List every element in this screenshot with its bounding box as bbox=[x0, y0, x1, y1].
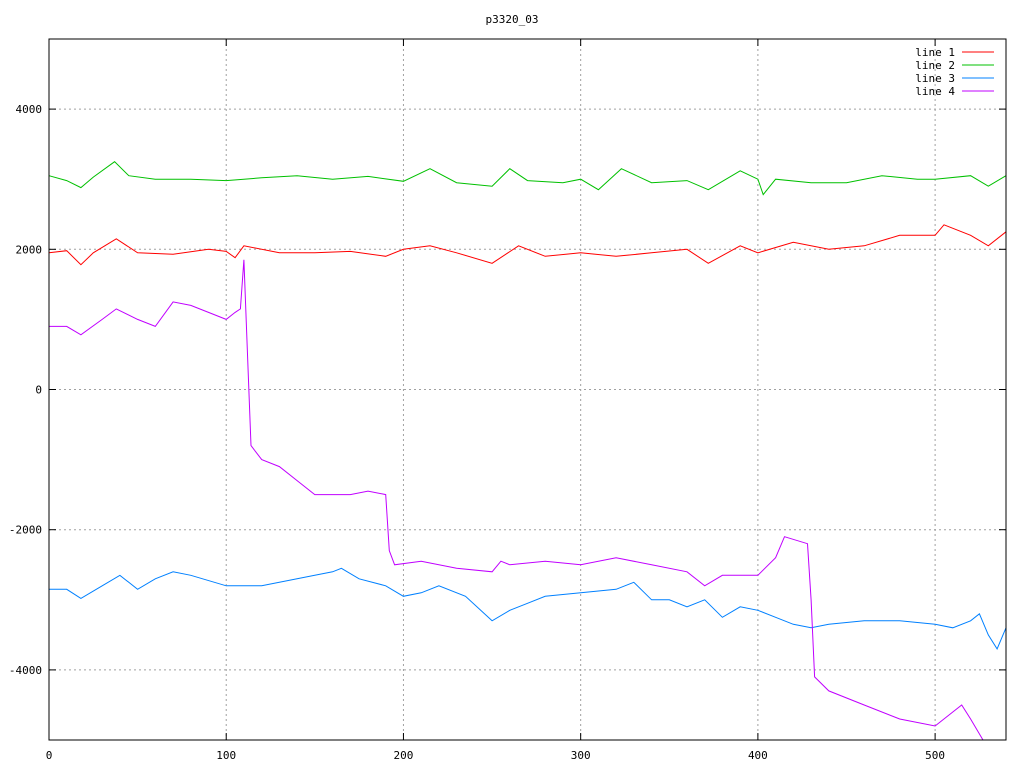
series-line-2 bbox=[48, 161, 1007, 196]
chart-title: p3320_03 bbox=[486, 13, 539, 26]
plot-frame bbox=[48, 38, 1007, 741]
legend-label: line 3 bbox=[915, 72, 955, 85]
grid bbox=[49, 39, 1006, 740]
x-tick-label: 400 bbox=[748, 749, 768, 762]
y-tick-label: 0 bbox=[35, 384, 42, 397]
legend-label: line 2 bbox=[915, 59, 955, 72]
y-tick-label: -2000 bbox=[9, 524, 42, 537]
axis-ticks: 0 100 200 300 400 500 -4000 -2000 0 2000 4000 bbox=[9, 39, 1006, 762]
series-line-3 bbox=[49, 567, 1007, 650]
x-tick-label: 500 bbox=[925, 749, 945, 762]
x-tick-label: 100 bbox=[216, 749, 236, 762]
x-tick-label: 0 bbox=[46, 749, 53, 762]
series-group bbox=[48, 161, 1007, 741]
series-line-1 bbox=[48, 224, 1007, 266]
legend-label: line 4 bbox=[915, 85, 955, 98]
series-line-4 bbox=[49, 259, 984, 741]
x-tick-label: 200 bbox=[394, 749, 414, 762]
y-tick-label: 2000 bbox=[16, 243, 43, 256]
legend-label: line 1 bbox=[915, 46, 955, 59]
y-tick-label: 4000 bbox=[16, 103, 43, 116]
y-tick-label: -4000 bbox=[9, 664, 42, 677]
x-tick-label: 300 bbox=[571, 749, 591, 762]
